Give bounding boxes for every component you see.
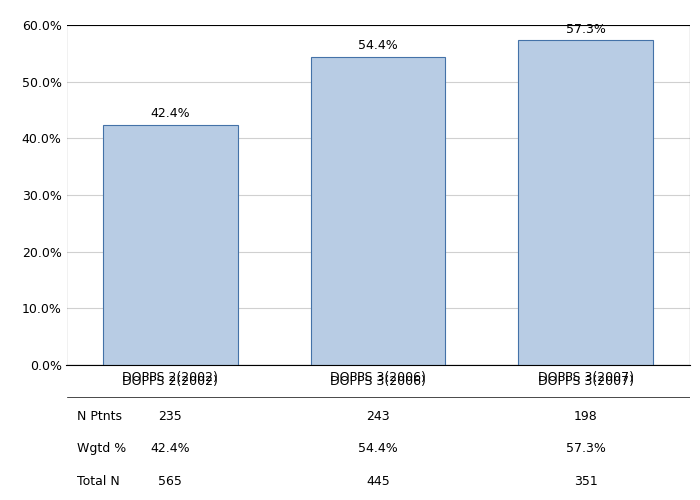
Bar [518, 40, 653, 365]
Bar [103, 124, 238, 365]
Text: 445: 445 [366, 474, 390, 488]
Text: 57.3%: 57.3% [566, 442, 606, 455]
Text: Total N: Total N [77, 474, 120, 488]
Text: 42.4%: 42.4% [150, 107, 190, 120]
Text: 351: 351 [574, 474, 598, 488]
Text: 243: 243 [366, 410, 390, 423]
Text: Wgtd %: Wgtd % [77, 442, 126, 455]
Text: DOPPS 2(2002): DOPPS 2(2002) [122, 374, 218, 388]
Text: 235: 235 [158, 410, 182, 423]
Text: DOPPS 3(2006): DOPPS 3(2006) [330, 374, 426, 388]
Text: N Ptnts: N Ptnts [77, 410, 122, 423]
Text: 57.3%: 57.3% [566, 23, 606, 36]
Text: 42.4%: 42.4% [150, 442, 190, 455]
Text: 198: 198 [574, 410, 598, 423]
Bar [311, 56, 445, 365]
Text: 54.4%: 54.4% [358, 39, 398, 52]
Text: 54.4%: 54.4% [358, 442, 398, 455]
Text: DOPPS 3(2007): DOPPS 3(2007) [538, 374, 634, 388]
Text: 565: 565 [158, 474, 182, 488]
